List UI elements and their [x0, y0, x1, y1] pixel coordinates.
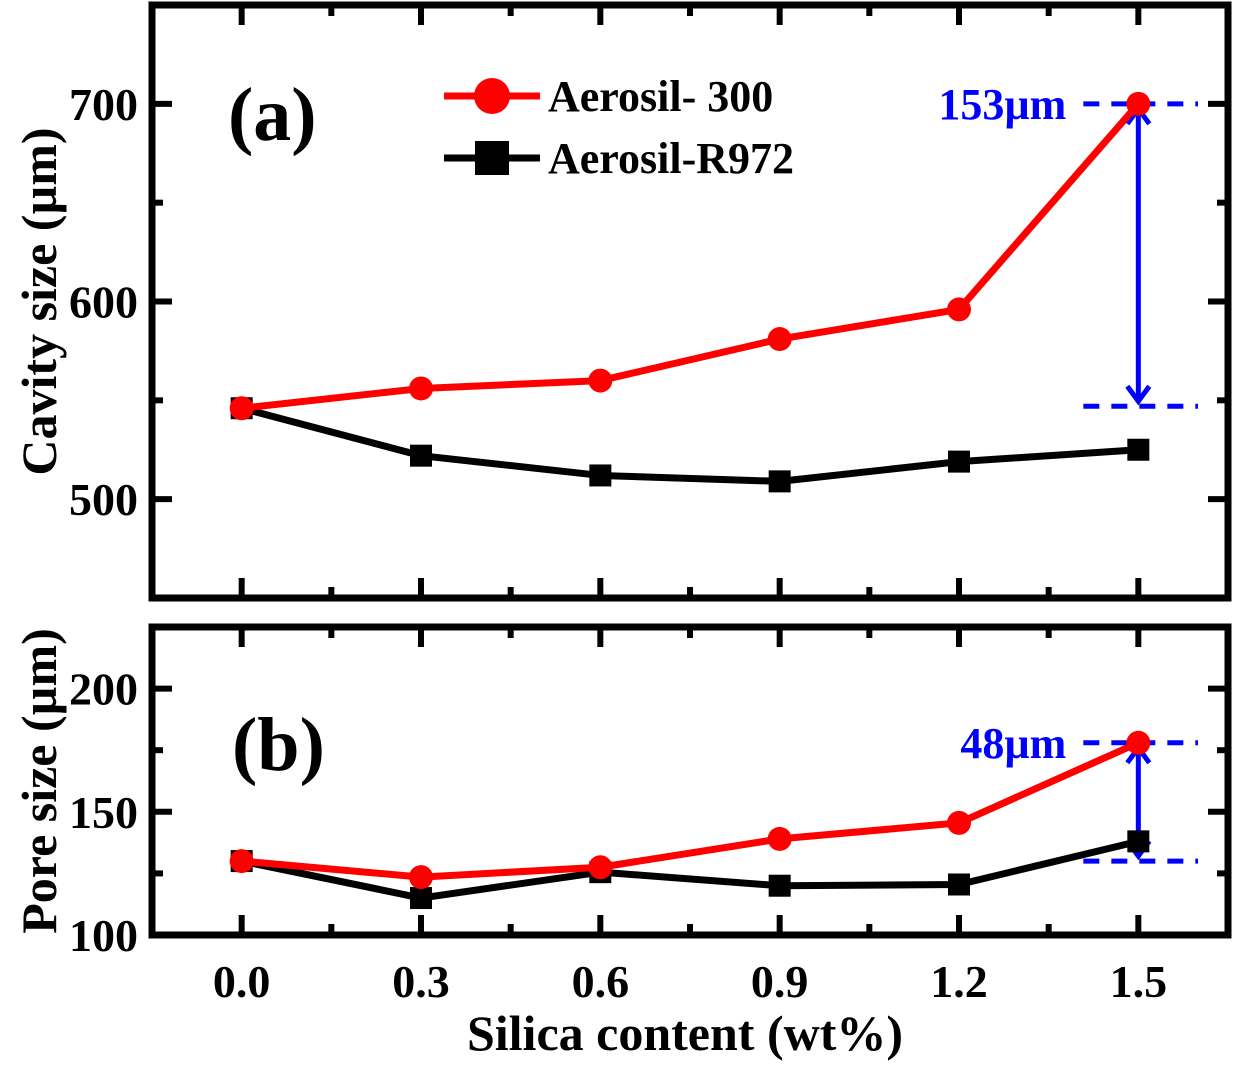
difference-annotation: 153µm	[938, 80, 1198, 409]
difference-annotation: 48µm	[960, 719, 1198, 864]
data-point	[947, 810, 971, 835]
data-point	[229, 396, 254, 421]
y-tick-label: 600	[69, 277, 138, 328]
data-point	[229, 849, 254, 874]
data-point	[767, 327, 792, 352]
data-point	[1126, 91, 1151, 116]
arrow-head-down-icon	[1125, 384, 1152, 406]
data-point	[768, 874, 791, 897]
data-point	[588, 855, 613, 880]
y-tick-label: 100	[69, 910, 138, 961]
data-point	[410, 444, 432, 467]
data-point	[948, 873, 970, 896]
legend-square-marker-icon	[475, 141, 509, 175]
x-tick-label: 0.9	[751, 956, 809, 1007]
legend-entry: Aerosil-R972	[444, 134, 794, 183]
data-point	[1127, 438, 1150, 461]
data-point	[948, 450, 970, 473]
annotation-label: 153µm	[938, 80, 1066, 129]
panel-label: (b)	[232, 703, 325, 787]
data-point	[1127, 830, 1150, 853]
legend: Aerosil- 300 Aerosil-R972	[444, 72, 794, 183]
y-tick-label: 700	[69, 79, 138, 130]
series-line	[240, 837, 1140, 902]
data-point	[768, 470, 791, 493]
x-tick-label: 1.2	[930, 956, 988, 1007]
legend-entry: Aerosil- 300	[444, 72, 773, 121]
panel-label: (a)	[228, 73, 317, 157]
series-aerosil-r972	[230, 397, 1150, 493]
x-tick-label: 0.6	[572, 956, 630, 1007]
legend-label: Aerosil-R972	[548, 134, 794, 183]
y-tick-label: 150	[69, 787, 138, 838]
x-tick-label: 0.0	[213, 956, 271, 1007]
series-line	[241, 101, 1141, 412]
legend-circle-marker-icon	[474, 78, 510, 114]
y-tick-label: 200	[69, 664, 138, 715]
y-axis-title: Pore size (µm)	[11, 628, 67, 934]
x-axis-title: Silica content (wt%)	[467, 1005, 903, 1061]
y-axis-title: Cavity size (µm)	[11, 127, 67, 475]
annotation-label: 48µm	[960, 719, 1066, 768]
legend-label: Aerosil- 300	[548, 72, 773, 121]
x-tick-label: 1.5	[1110, 956, 1168, 1007]
y-tick-label: 500	[69, 474, 138, 525]
data-point	[589, 464, 612, 487]
data-point	[409, 376, 433, 401]
series-aerosil-300	[229, 730, 1151, 890]
series-line	[241, 739, 1140, 881]
data-point	[767, 826, 792, 851]
data-point	[409, 865, 433, 890]
data-point	[588, 368, 613, 393]
data-point	[410, 887, 432, 910]
series-line	[240, 404, 1139, 485]
data-point	[1126, 730, 1151, 755]
x-tick-label: 0.3	[392, 956, 450, 1007]
series-aerosil-300	[229, 91, 1151, 421]
data-point	[947, 297, 971, 322]
